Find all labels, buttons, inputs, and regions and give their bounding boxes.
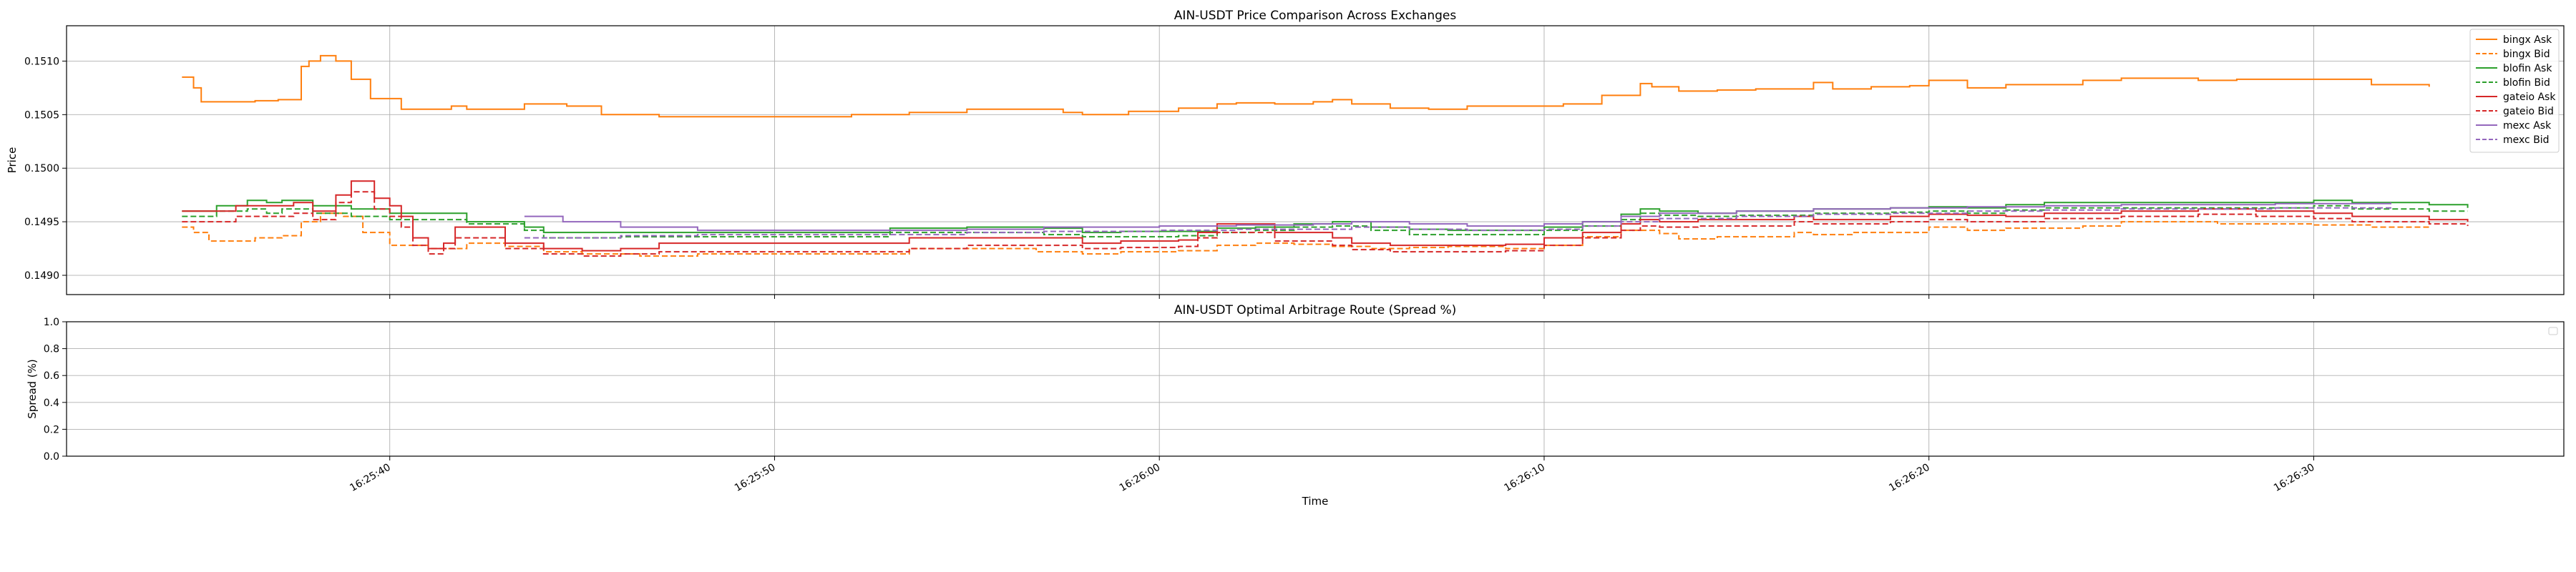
price-y-axis-label: Price [6, 147, 19, 174]
legend-label: mexc Bid [2503, 134, 2550, 146]
series-line-gateio-bid [182, 191, 2469, 257]
price-x-axis-ticks [389, 295, 2314, 299]
price-y-tick-label: 0.1490 [24, 270, 59, 282]
legend-label: blofin Ask [2503, 63, 2552, 74]
price-panel-grid [67, 26, 2564, 295]
legend-label: bingx Ask [2503, 34, 2552, 46]
price-panel-series [182, 54, 2469, 257]
price-panel-title: AIN-USDT Price Comparison Across Exchang… [1174, 9, 1457, 23]
price-legend: bingx Ask bingx Bid blofin Ask blofin Bid ga… [2469, 29, 2560, 153]
spread-y-tick-label: 0.2 [44, 424, 59, 435]
price-y-tick-label: 0.1500 [24, 163, 59, 174]
spread-y-tick-label: 0.0 [44, 451, 59, 463]
price-y-axis-ticks: 0.1490 0.1495 0.1500 0.1505 0.1510 [24, 56, 67, 282]
series-line-bingx-bid [182, 212, 2429, 257]
series-line-bingx-ask [182, 54, 2430, 118]
spread-panel-title: AIN-USDT Optimal Arbitrage Route (Spread… [1174, 303, 1457, 317]
series-line-mexc-bid [524, 207, 2391, 239]
spread-y-tick-label: 1.0 [44, 317, 59, 328]
spread-y-tick-label: 0.4 [44, 398, 59, 409]
price-panel: AIN-USDT Price Comparison Across Exchang… [6, 9, 2565, 299]
price-y-tick-label: 0.1510 [24, 56, 59, 67]
spread-y-axis-ticks: 0.0 0.2 0.4 0.6 0.8 1.0 [44, 317, 67, 463]
price-panel-frame [66, 25, 2565, 295]
legend-label: gateio Ask [2503, 92, 2556, 103]
spread-x-axis-label: Time [1302, 495, 1329, 508]
series-line-mexc-ask [524, 202, 2391, 232]
spread-y-axis-label: Spread (%) [26, 359, 39, 419]
legend-label: blofin Bid [2503, 77, 2550, 89]
price-y-tick-label: 0.1495 [24, 217, 59, 228]
spread-y-tick-label: 0.6 [44, 370, 59, 382]
spread-panel-frame [66, 321, 2565, 457]
price-legend-box [2469, 29, 2560, 153]
legend-label: bingx Bid [2503, 49, 2550, 60]
spread-legend-box [2548, 327, 2558, 335]
spread-y-tick-label: 0.8 [44, 344, 59, 355]
legend-label: mexc Ask [2503, 120, 2552, 132]
price-y-tick-label: 0.1505 [24, 109, 59, 121]
series-line-gateio-ask [182, 180, 2469, 252]
legend-label: gateio Bid [2503, 106, 2554, 117]
